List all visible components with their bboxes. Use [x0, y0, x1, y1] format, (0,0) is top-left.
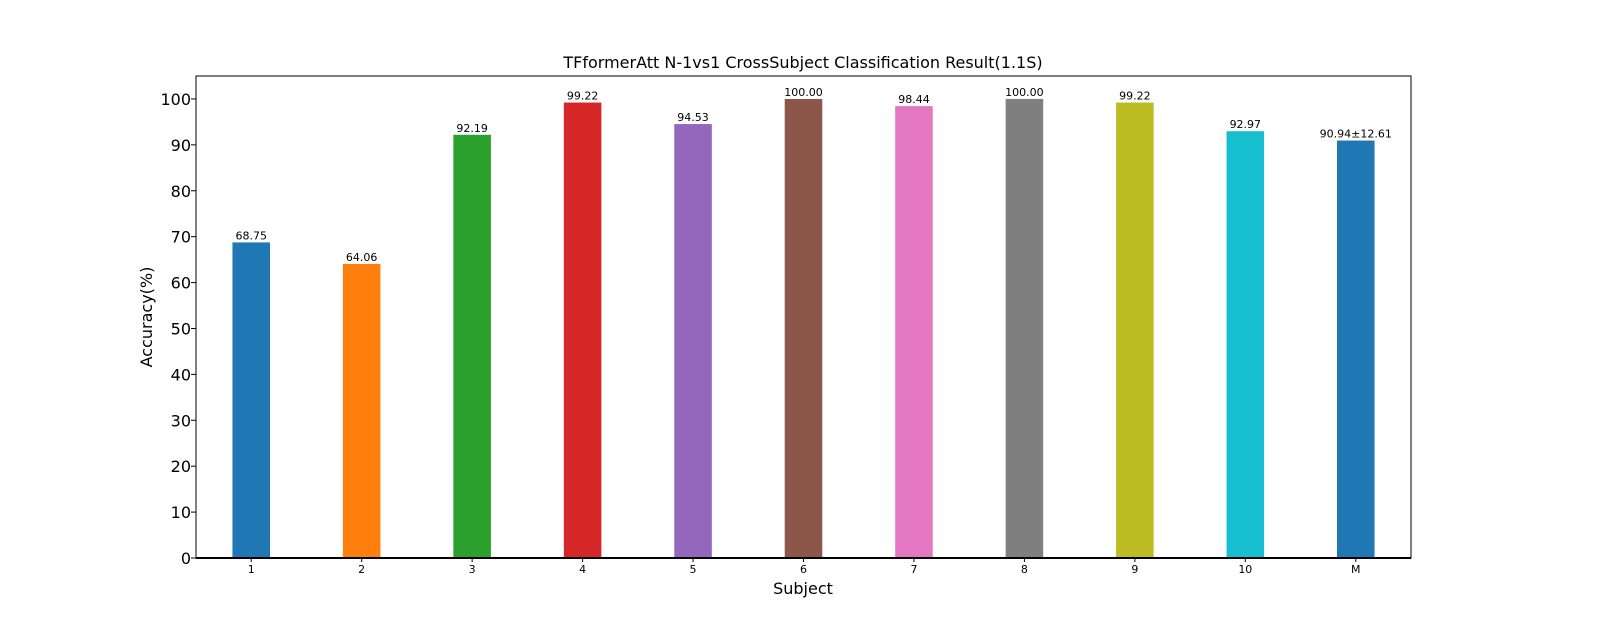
bar-10 [1226, 131, 1265, 558]
data-label-10: 92.97 [1230, 118, 1262, 131]
y-tick-label: 10 [171, 503, 191, 522]
bar-4 [563, 102, 602, 558]
data-label-8: 100.00 [1005, 86, 1044, 99]
x-tick-label: 7 [910, 563, 917, 576]
y-tick-label: 20 [171, 457, 191, 476]
x-tick-label: 4 [579, 563, 586, 576]
x-tick-label: 9 [1131, 563, 1138, 576]
data-label-7: 98.44 [898, 93, 930, 106]
x-tick-label: 5 [690, 563, 697, 576]
bar-1 [232, 242, 271, 558]
chart-title: TFformerAtt N-1vs1 CrossSubject Classifi… [562, 53, 1042, 72]
y-tick-label: 70 [171, 228, 191, 247]
x-tick-label: 6 [800, 563, 807, 576]
y-axis: 0 10 20 30 40 50 60 70 80 90 100 [160, 90, 196, 568]
bar-7 [895, 106, 933, 558]
data-label-2: 64.06 [346, 251, 378, 264]
data-label-6: 100.00 [784, 86, 823, 99]
x-tick-label: 3 [469, 563, 476, 576]
y-axis-label: Accuracy(%) [137, 267, 156, 368]
x-tick-label: 8 [1021, 563, 1028, 576]
data-label-5: 94.53 [677, 111, 709, 124]
x-tick-label: 10 [1238, 563, 1252, 576]
bar-M [1336, 140, 1375, 558]
data-label-4: 99.22 [567, 90, 599, 103]
data-label-M: 90.94±12.61 [1320, 128, 1392, 141]
data-label-3: 92.19 [456, 122, 488, 135]
y-tick-label: 100 [160, 90, 191, 109]
bar-6 [784, 98, 823, 558]
y-tick-label: 80 [171, 182, 191, 201]
x-tick-label: 1 [248, 563, 255, 576]
bar-5 [674, 124, 712, 558]
bar-3 [453, 134, 491, 558]
bar-9 [1116, 102, 1154, 558]
y-tick-label: 0 [181, 549, 191, 568]
bar-8 [1005, 98, 1044, 558]
y-tick-label: 30 [171, 411, 191, 430]
bar-2 [342, 263, 381, 558]
x-axis-label: Subject [773, 579, 833, 598]
x-axis: 1 2 3 4 5 6 7 8 9 10 M [248, 558, 1361, 576]
y-tick-label: 60 [171, 274, 191, 293]
bars-group [232, 98, 1375, 558]
data-labels-group: 68.75 64.06 92.19 99.22 94.53 100.00 98.44 100.… [235, 86, 1391, 264]
data-label-1: 68.75 [235, 229, 267, 242]
y-tick-label: 40 [171, 365, 191, 384]
y-tick-label: 90 [171, 136, 191, 155]
x-tick-label: 2 [358, 563, 365, 576]
data-label-9: 99.22 [1119, 90, 1151, 103]
x-tick-label: M [1351, 563, 1361, 576]
y-tick-label: 50 [171, 319, 191, 338]
